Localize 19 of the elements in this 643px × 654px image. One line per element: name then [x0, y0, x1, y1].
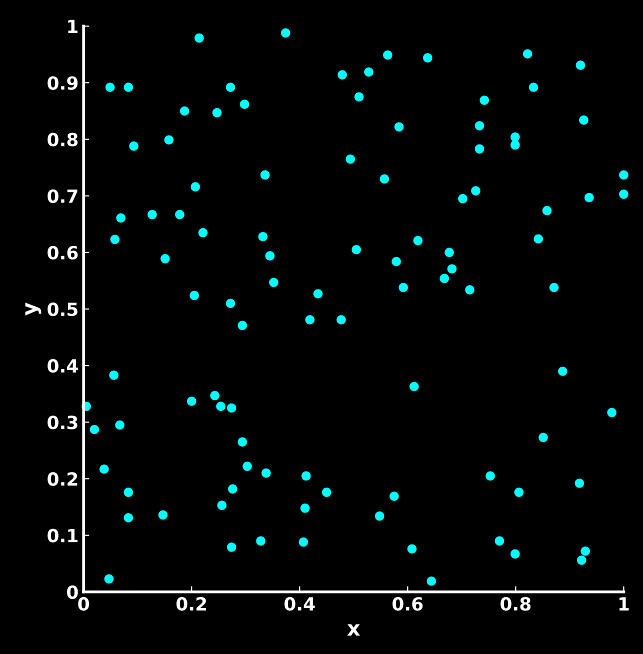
y-tick-label: 0.7: [48, 189, 78, 203]
y-axis-title: y: [25, 302, 42, 316]
y-tick-label: 0.8: [48, 132, 78, 146]
x-tick-label: 0.6: [392, 597, 423, 611]
y-tick-label: 0.1: [48, 528, 78, 542]
x-tick-label: 0: [78, 597, 90, 611]
y-tick-label: 0.3: [48, 416, 78, 430]
x-tick-label: 0.2: [176, 597, 206, 611]
x-tick-label: 0.8: [500, 597, 531, 611]
y-tick-label: 0.4: [48, 359, 78, 373]
y-tick-label: 1: [68, 20, 78, 34]
x-tick-label: 0.4: [284, 597, 315, 611]
x-tick-label: 1: [619, 597, 629, 610]
x-axis-title: x: [347, 624, 360, 636]
y-tick-label: 0.9: [48, 76, 78, 90]
y-tick-label: 0.5: [48, 302, 78, 316]
y-tick-label: 0.2: [48, 472, 78, 486]
y-tick-label: 0: [67, 585, 78, 599]
y-tick-label: 0.6: [48, 246, 78, 260]
